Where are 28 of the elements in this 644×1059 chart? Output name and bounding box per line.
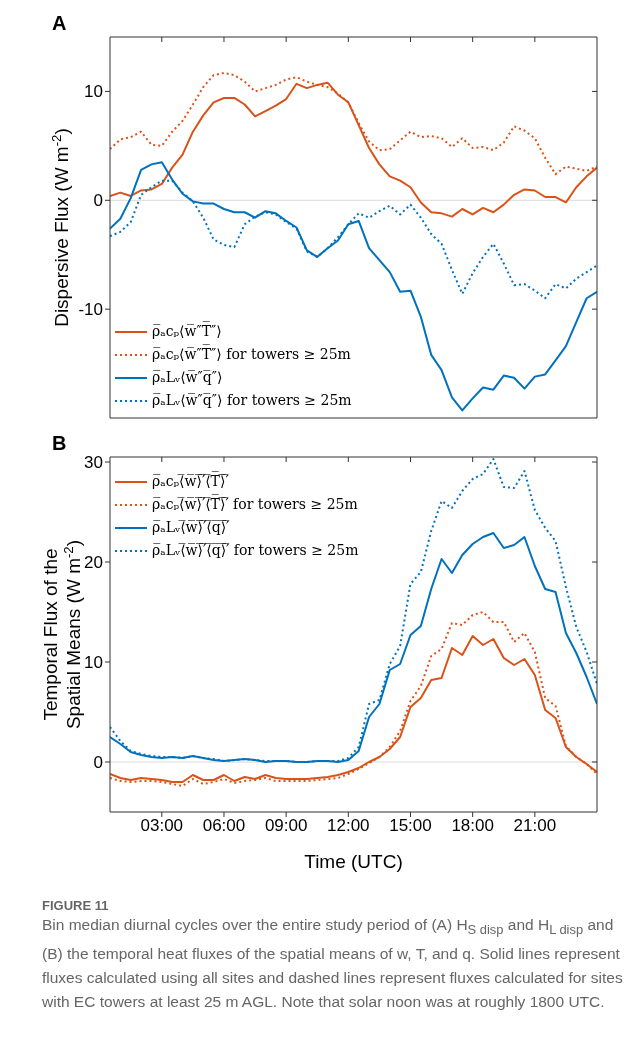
legend-label: ρ̅ₐLᵥ⟨w̅″q̅″⟩ (152, 368, 223, 387)
legend-label: ρ̅ₐcₚ⟨w̅″T̅″⟩ for towers ≥ 25m (152, 343, 351, 364)
legend-label: ρ̅ₐLᵥ⟨w̅″q̅″⟩ for towers ≥ 25m (152, 391, 352, 410)
legend-label: ρ̅ₐLᵥ⟨̅w̅⟩̅′̅⟨̅q̅⟩̅′̅ for towers ≥ 25m (152, 541, 359, 560)
x-tick-label: 03:00 (140, 816, 184, 836)
x-tick-label: 09:00 (264, 816, 308, 836)
y-tick-label: 0 (93, 753, 103, 773)
x-tick-label: 15:00 (389, 816, 432, 836)
y-tick-label: 20 (84, 553, 103, 573)
x-axis-title: Time (UTC) (304, 851, 403, 872)
y-tick-label: 10 (84, 653, 103, 673)
legend-label: ρ̅ₐcₚ⟨̅w̅⟩̅′̅⟨̅T̅⟩̅′̅ (152, 470, 229, 491)
legend-label: ρ̅ₐcₚ⟨̅w̅⟩̅′̅⟨̅T̅⟩̅′̅ for towers ≥ 25m (152, 493, 358, 514)
chart-title: B (52, 432, 67, 455)
chart-title: A (52, 12, 67, 35)
legend-label: ρ̅ₐcₚ⟨w̅″T̅″⟩ (152, 320, 222, 341)
x-tick-label: 12:00 (327, 816, 370, 836)
line-series (110, 161, 597, 412)
legend-label: ρ̅ₐLᵥ⟨̅w̅⟩̅′̅⟨̅q̅⟩̅′̅ (152, 518, 230, 537)
x-tick-label: 21:00 (513, 816, 557, 836)
x-tick-label: 06:00 (202, 816, 246, 836)
text: Bin median diurnal cycles over the entire study period of (A) H$_{S disp}$ and H$_{L disp}$ and (B) the temporal heat fluxes of the spatial means of w, T, and q. Solid lines represent fluxes calculated using all sites and dashed lines represent fluxes calculated for sites with EC towers at least 25 m AGL. Note that solar noon was at roughly 1800 UTC. (42, 915, 624, 1013)
y-tick-label: 10 (84, 82, 103, 102)
caption: FIGURE 11 (42, 898, 110, 913)
y-tick-label: 0 (93, 191, 103, 211)
x-tick-label: 18:00 (451, 816, 494, 836)
y-tick-label: -10 (78, 300, 103, 320)
y-tick-label: 30 (84, 453, 103, 473)
